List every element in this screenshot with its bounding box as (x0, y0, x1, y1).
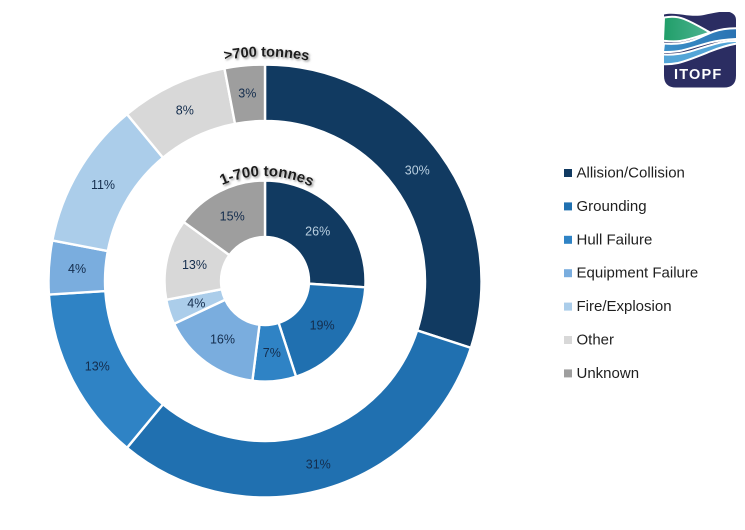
svg-text:13%: 13% (85, 360, 110, 374)
svg-text:Allision/Collision: Allision/Collision (577, 165, 685, 182)
svg-text:3%: 3% (238, 87, 256, 101)
svg-text:ITOPF: ITOPF (674, 67, 722, 83)
svg-text:Grounding: Grounding (577, 198, 647, 215)
svg-text:8%: 8% (176, 104, 194, 118)
svg-text:16%: 16% (210, 333, 235, 347)
svg-text:11%: 11% (91, 178, 115, 192)
svg-text:Fire/Explosion: Fire/Explosion (577, 298, 672, 315)
svg-text:Other: Other (577, 332, 615, 349)
svg-text:4%: 4% (187, 296, 205, 310)
svg-text:Equipment Failure: Equipment Failure (577, 265, 699, 282)
svg-text:Unknown: Unknown (577, 365, 640, 382)
svg-text:13%: 13% (182, 258, 207, 272)
svg-text:30%: 30% (405, 163, 430, 177)
svg-text:4%: 4% (68, 262, 86, 276)
svg-text:31%: 31% (306, 457, 331, 471)
svg-text:7%: 7% (263, 346, 281, 360)
svg-text:19%: 19% (310, 318, 335, 332)
svg-text:Hull Failure: Hull Failure (577, 231, 653, 248)
svg-text:>700 tonnes: >700 tonnes (223, 44, 311, 64)
svg-text:26%: 26% (305, 225, 330, 239)
svg-text:15%: 15% (220, 210, 245, 224)
